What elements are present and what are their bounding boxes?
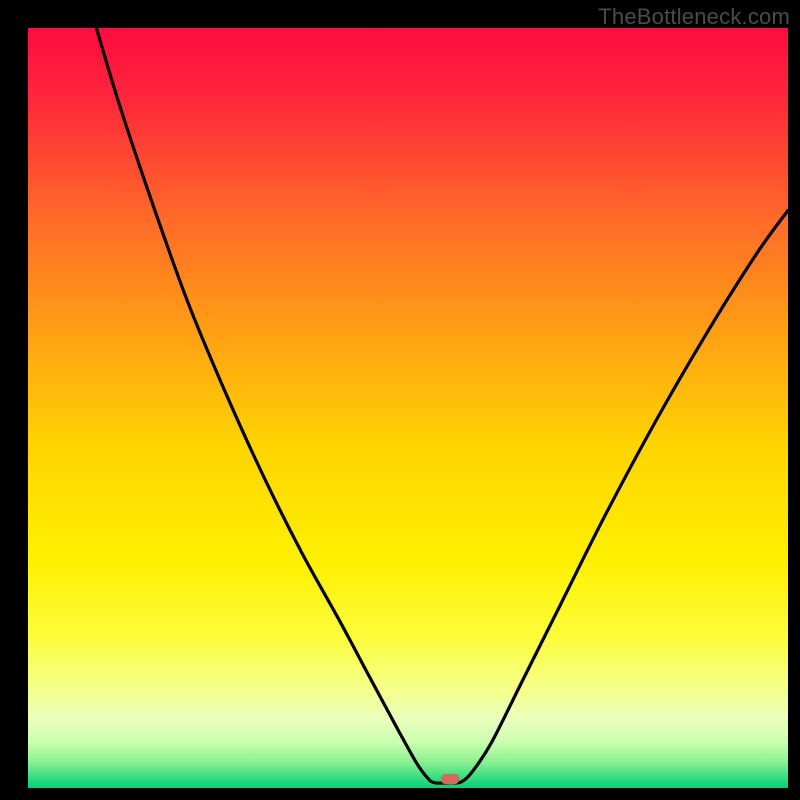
curve-path [96,28,788,783]
plot-area [28,28,788,788]
optimum-marker [441,774,459,785]
watermark-text: TheBottleneck.com [598,4,790,30]
chart-stage: TheBottleneck.com [0,0,800,800]
bottleneck-curve [28,28,788,788]
